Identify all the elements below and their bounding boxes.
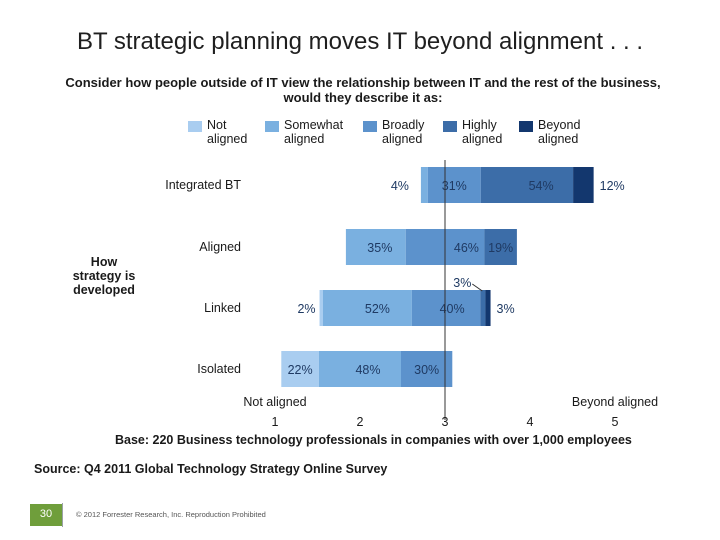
strategy-axis-label: How strategy is developed xyxy=(58,255,150,297)
base-note: Base: 220 Business technology profession… xyxy=(115,433,632,447)
category-label: Linked xyxy=(204,301,241,315)
category-label: Isolated xyxy=(197,362,241,376)
legend-label-line1: Highly xyxy=(462,118,497,132)
legend-label-line2: aligned xyxy=(382,132,423,146)
side-label-line1: How xyxy=(90,255,118,269)
source-note: Source: Q4 2011 Global Technology Strate… xyxy=(34,462,388,476)
bar-segment-not-aligned xyxy=(319,290,323,326)
x-tick-label: 3 xyxy=(442,415,449,429)
bar-segment-broadly-aligned xyxy=(411,290,481,326)
bar-segment-broadly-aligned xyxy=(401,351,453,387)
bar-segment-somewhat-aligned xyxy=(420,167,428,203)
footer-divider xyxy=(62,503,63,527)
label-leader-line xyxy=(472,283,483,292)
legend-label: Somewhat aligned xyxy=(284,118,343,146)
copyright-notice: © 2012 Forrester Research, Inc. Reproduc… xyxy=(76,510,266,519)
data-label: 19% xyxy=(488,241,513,255)
side-label-line2: strategy is xyxy=(72,269,136,283)
data-label: 12% xyxy=(600,179,625,193)
data-label: 22% xyxy=(288,363,313,377)
data-label: 35% xyxy=(367,241,392,255)
legend-swatch xyxy=(363,121,377,132)
data-label: 31% xyxy=(442,179,467,193)
legend-swatch xyxy=(188,121,202,132)
x-axis-right-label: Beyond aligned xyxy=(572,395,658,409)
data-label: 2% xyxy=(297,302,315,316)
survey-question: Consider how people outside of IT view t… xyxy=(20,75,706,105)
legend-label: Broadly aligned xyxy=(382,118,424,146)
bar-segment-highly-aligned xyxy=(480,167,574,203)
chart-legend: Not aligned Somewhat aligned Broadly ali… xyxy=(188,118,608,150)
legend-label-line1: Broadly xyxy=(382,118,425,132)
question-line-2: would they describe it as: xyxy=(283,90,443,105)
slide-title: BT strategic planning moves IT beyond al… xyxy=(76,28,644,55)
legend-swatch xyxy=(519,121,533,132)
category-label: Aligned xyxy=(199,240,241,254)
x-tick-label: 5 xyxy=(612,415,619,429)
data-label: 4% xyxy=(391,179,409,193)
x-tick-label: 2 xyxy=(357,415,364,429)
data-label: 3% xyxy=(497,302,515,316)
bar-segment-beyond-aligned xyxy=(573,167,594,203)
data-label: 54% xyxy=(529,179,554,193)
legend-label-line2: aligned xyxy=(284,132,325,146)
legend-label-line1: Somewhat xyxy=(284,118,344,132)
data-label: 30% xyxy=(414,363,439,377)
data-label: 52% xyxy=(365,302,390,316)
data-label: 3% xyxy=(453,276,471,290)
bar-segment-somewhat-aligned xyxy=(345,229,406,265)
bar-segment-highly-aligned xyxy=(480,290,486,326)
x-axis-left-label: Not aligned xyxy=(243,395,306,409)
side-label-line3: developed xyxy=(73,283,135,297)
data-label: 46% xyxy=(454,241,479,255)
legend-label: Highly aligned xyxy=(462,118,502,146)
legend-label-line1: Beyond xyxy=(538,118,581,132)
data-label: 40% xyxy=(440,302,465,316)
bar-segment-somewhat-aligned xyxy=(322,290,412,326)
legend-label: Beyond aligned xyxy=(538,118,580,146)
bar-segment-somewhat-aligned xyxy=(318,351,401,387)
x-tick-label: 4 xyxy=(527,415,534,429)
legend-swatch xyxy=(443,121,457,132)
legend-label-line2: aligned xyxy=(538,132,579,146)
category-label: Integrated BT xyxy=(165,178,241,192)
legend-label-line1: Not xyxy=(207,118,227,132)
legend-swatch xyxy=(265,121,279,132)
bar-segment-beyond-aligned xyxy=(485,290,491,326)
bar-segment-broadly-aligned xyxy=(427,167,481,203)
bar-segment-not-aligned xyxy=(281,351,319,387)
legend-label-line2: aligned xyxy=(207,132,248,146)
x-tick-label: 1 xyxy=(272,415,279,429)
data-label: 48% xyxy=(355,363,380,377)
slide-number: 30 xyxy=(30,504,62,526)
question-line-1: Consider how people outside of IT view t… xyxy=(65,75,661,90)
legend-label: Not aligned xyxy=(207,118,247,146)
legend-label-line2: aligned xyxy=(462,132,503,146)
bar-segment-highly-aligned xyxy=(484,229,517,265)
